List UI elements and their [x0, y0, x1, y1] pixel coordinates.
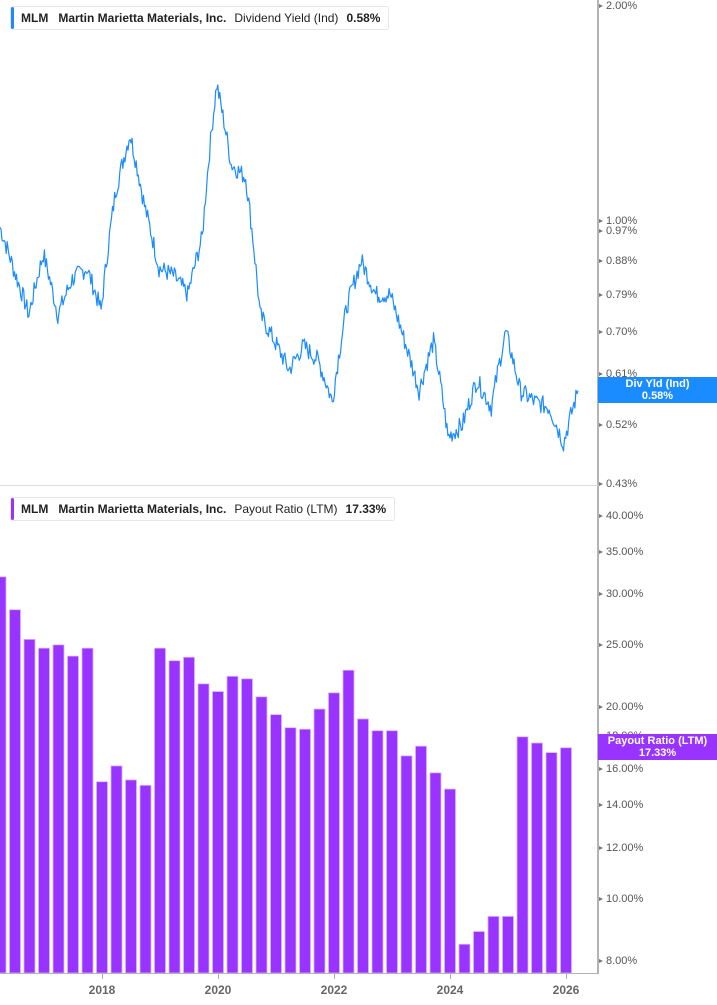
payout-ratio-bar[interactable]: [270, 714, 282, 974]
payout-ratio-bar[interactable]: [226, 675, 239, 974]
payout-ratio-bar[interactable]: [241, 678, 253, 974]
payout-ratio-bar[interactable]: [502, 916, 514, 974]
payout-ratio-bar[interactable]: [9, 609, 21, 974]
payout-ratio-bar[interactable]: [38, 647, 50, 974]
payout-ratio-bar[interactable]: [255, 696, 268, 974]
payout-ratio-bar[interactable]: [545, 752, 558, 974]
y-tick-label: 0.79%: [598, 289, 638, 301]
y-tick-label: 25.00%: [598, 639, 644, 651]
y-tick-label: 1.00%: [598, 215, 638, 227]
payout-ratio-bar[interactable]: [125, 779, 137, 974]
y-tick-label: 0.43%: [598, 478, 638, 490]
x-axis-line-top: [0, 485, 598, 486]
payout-ratio-bar[interactable]: [487, 916, 500, 974]
metric-name: Dividend Yield (Ind): [234, 11, 339, 25]
y-tick-label: 10.00%: [598, 893, 644, 905]
x-tick: [102, 974, 103, 979]
payout-ratio-bar[interactable]: [371, 730, 384, 974]
y-tick-label: 2.00%: [598, 0, 638, 12]
payout-ratio-bar[interactable]: [67, 655, 79, 974]
x-axis-label: 2022: [320, 983, 348, 997]
company-name: Martin Marietta Materials, Inc.: [58, 502, 227, 516]
dividend-yield-legend[interactable]: MLM Martin Marietta Materials, Inc. Divi…: [10, 6, 390, 30]
y-axis-line-bottom: [597, 490, 599, 974]
metric-value: 17.33%: [345, 502, 387, 516]
payout-ratio-legend[interactable]: MLM Martin Marietta Materials, Inc. Payo…: [10, 497, 396, 521]
y-tick-label: 8.00%: [598, 955, 638, 967]
payout-ratio-bar[interactable]: [328, 692, 340, 974]
payout-ratio-bar[interactable]: [444, 788, 456, 974]
payout-ratio-bar[interactable]: [81, 647, 94, 974]
y-tick-label: 35.00%: [598, 546, 644, 558]
ticker-label: MLM: [21, 502, 49, 516]
payout-ratio-bar[interactable]: [357, 718, 369, 974]
ticker-label: MLM: [21, 11, 49, 25]
payout-ratio-bar[interactable]: [110, 765, 123, 974]
payout-ratio-bar-chart[interactable]: [0, 0, 598, 1005]
y-axis-line-top: [597, 0, 599, 490]
y-tick-label: 0.97%: [598, 225, 638, 237]
badge-label: Div Yld (Ind): [625, 378, 690, 390]
payout-ratio-bar[interactable]: [212, 691, 224, 974]
payout-ratio-bar[interactable]: [96, 781, 108, 974]
payout-ratio-bar[interactable]: [23, 638, 36, 974]
payout-ratio-bar[interactable]: [342, 669, 355, 974]
x-axis-label: 2020: [204, 983, 232, 997]
payout-ratio-bar[interactable]: [183, 656, 195, 974]
series-color-marker: [11, 7, 14, 29]
payout-ratio-value-badge: Payout Ratio (LTM) 17.33%: [598, 734, 717, 760]
dividend-yield-line-chart[interactable]: [0, 0, 598, 490]
payout-ratio-bar[interactable]: [429, 772, 442, 974]
payout-ratio-bar[interactable]: [154, 647, 166, 974]
y-tick-label: 40.00%: [598, 510, 644, 522]
x-tick: [334, 974, 335, 979]
x-tick: [450, 974, 451, 979]
dividend-yield-value-badge: Div Yld (Ind) 0.58%: [598, 377, 717, 403]
x-axis-label: 2024: [436, 983, 464, 997]
payout-ratio-bar[interactable]: [560, 747, 572, 974]
payout-ratio-bar[interactable]: [516, 736, 529, 974]
payout-ratio-bar[interactable]: [386, 730, 398, 974]
badge-value: 17.33%: [638, 747, 677, 759]
x-axis-line: [0, 973, 599, 974]
x-axis-label: 2026: [552, 983, 580, 997]
x-tick: [218, 974, 219, 979]
y-tick-label: 14.00%: [598, 799, 644, 811]
payout-ratio-panel: MLM Martin Marietta Materials, Inc. Payo…: [0, 490, 717, 1005]
payout-ratio-bar[interactable]: [0, 576, 7, 974]
metric-name: Payout Ratio (LTM): [234, 502, 338, 516]
payout-ratio-bar[interactable]: [139, 784, 152, 974]
payout-ratio-bar[interactable]: [415, 745, 427, 974]
payout-ratio-bar[interactable]: [458, 943, 471, 974]
x-tick: [566, 974, 567, 979]
payout-ratio-bar[interactable]: [52, 644, 65, 974]
payout-ratio-bar[interactable]: [473, 931, 485, 974]
dividend-yield-panel: MLM Martin Marietta Materials, Inc. Divi…: [0, 0, 717, 490]
y-tick-label: 0.88%: [598, 255, 638, 267]
payout-ratio-bar[interactable]: [531, 742, 543, 974]
payout-ratio-bar[interactable]: [284, 727, 297, 974]
company-name: Martin Marietta Materials, Inc.: [58, 11, 227, 25]
payout-ratio-bar[interactable]: [400, 755, 413, 974]
badge-label: Payout Ratio (LTM): [607, 735, 708, 747]
badge-value: 0.58%: [641, 390, 674, 402]
y-tick-label: 0.70%: [598, 326, 638, 338]
y-tick-label: 0.52%: [598, 419, 638, 431]
payout-ratio-bar[interactable]: [313, 708, 326, 974]
y-tick-label: 20.00%: [598, 701, 644, 713]
payout-ratio-bar[interactable]: [299, 728, 311, 974]
payout-ratio-bar[interactable]: [197, 683, 210, 974]
y-tick-label: 30.00%: [598, 588, 644, 600]
x-axis-label: 2018: [88, 983, 116, 997]
y-tick-label: 12.00%: [598, 842, 644, 854]
metric-value: 0.58%: [346, 11, 381, 25]
series-color-marker: [11, 498, 14, 520]
payout-ratio-bar[interactable]: [168, 660, 181, 974]
y-tick-label: 16.00%: [598, 763, 644, 775]
